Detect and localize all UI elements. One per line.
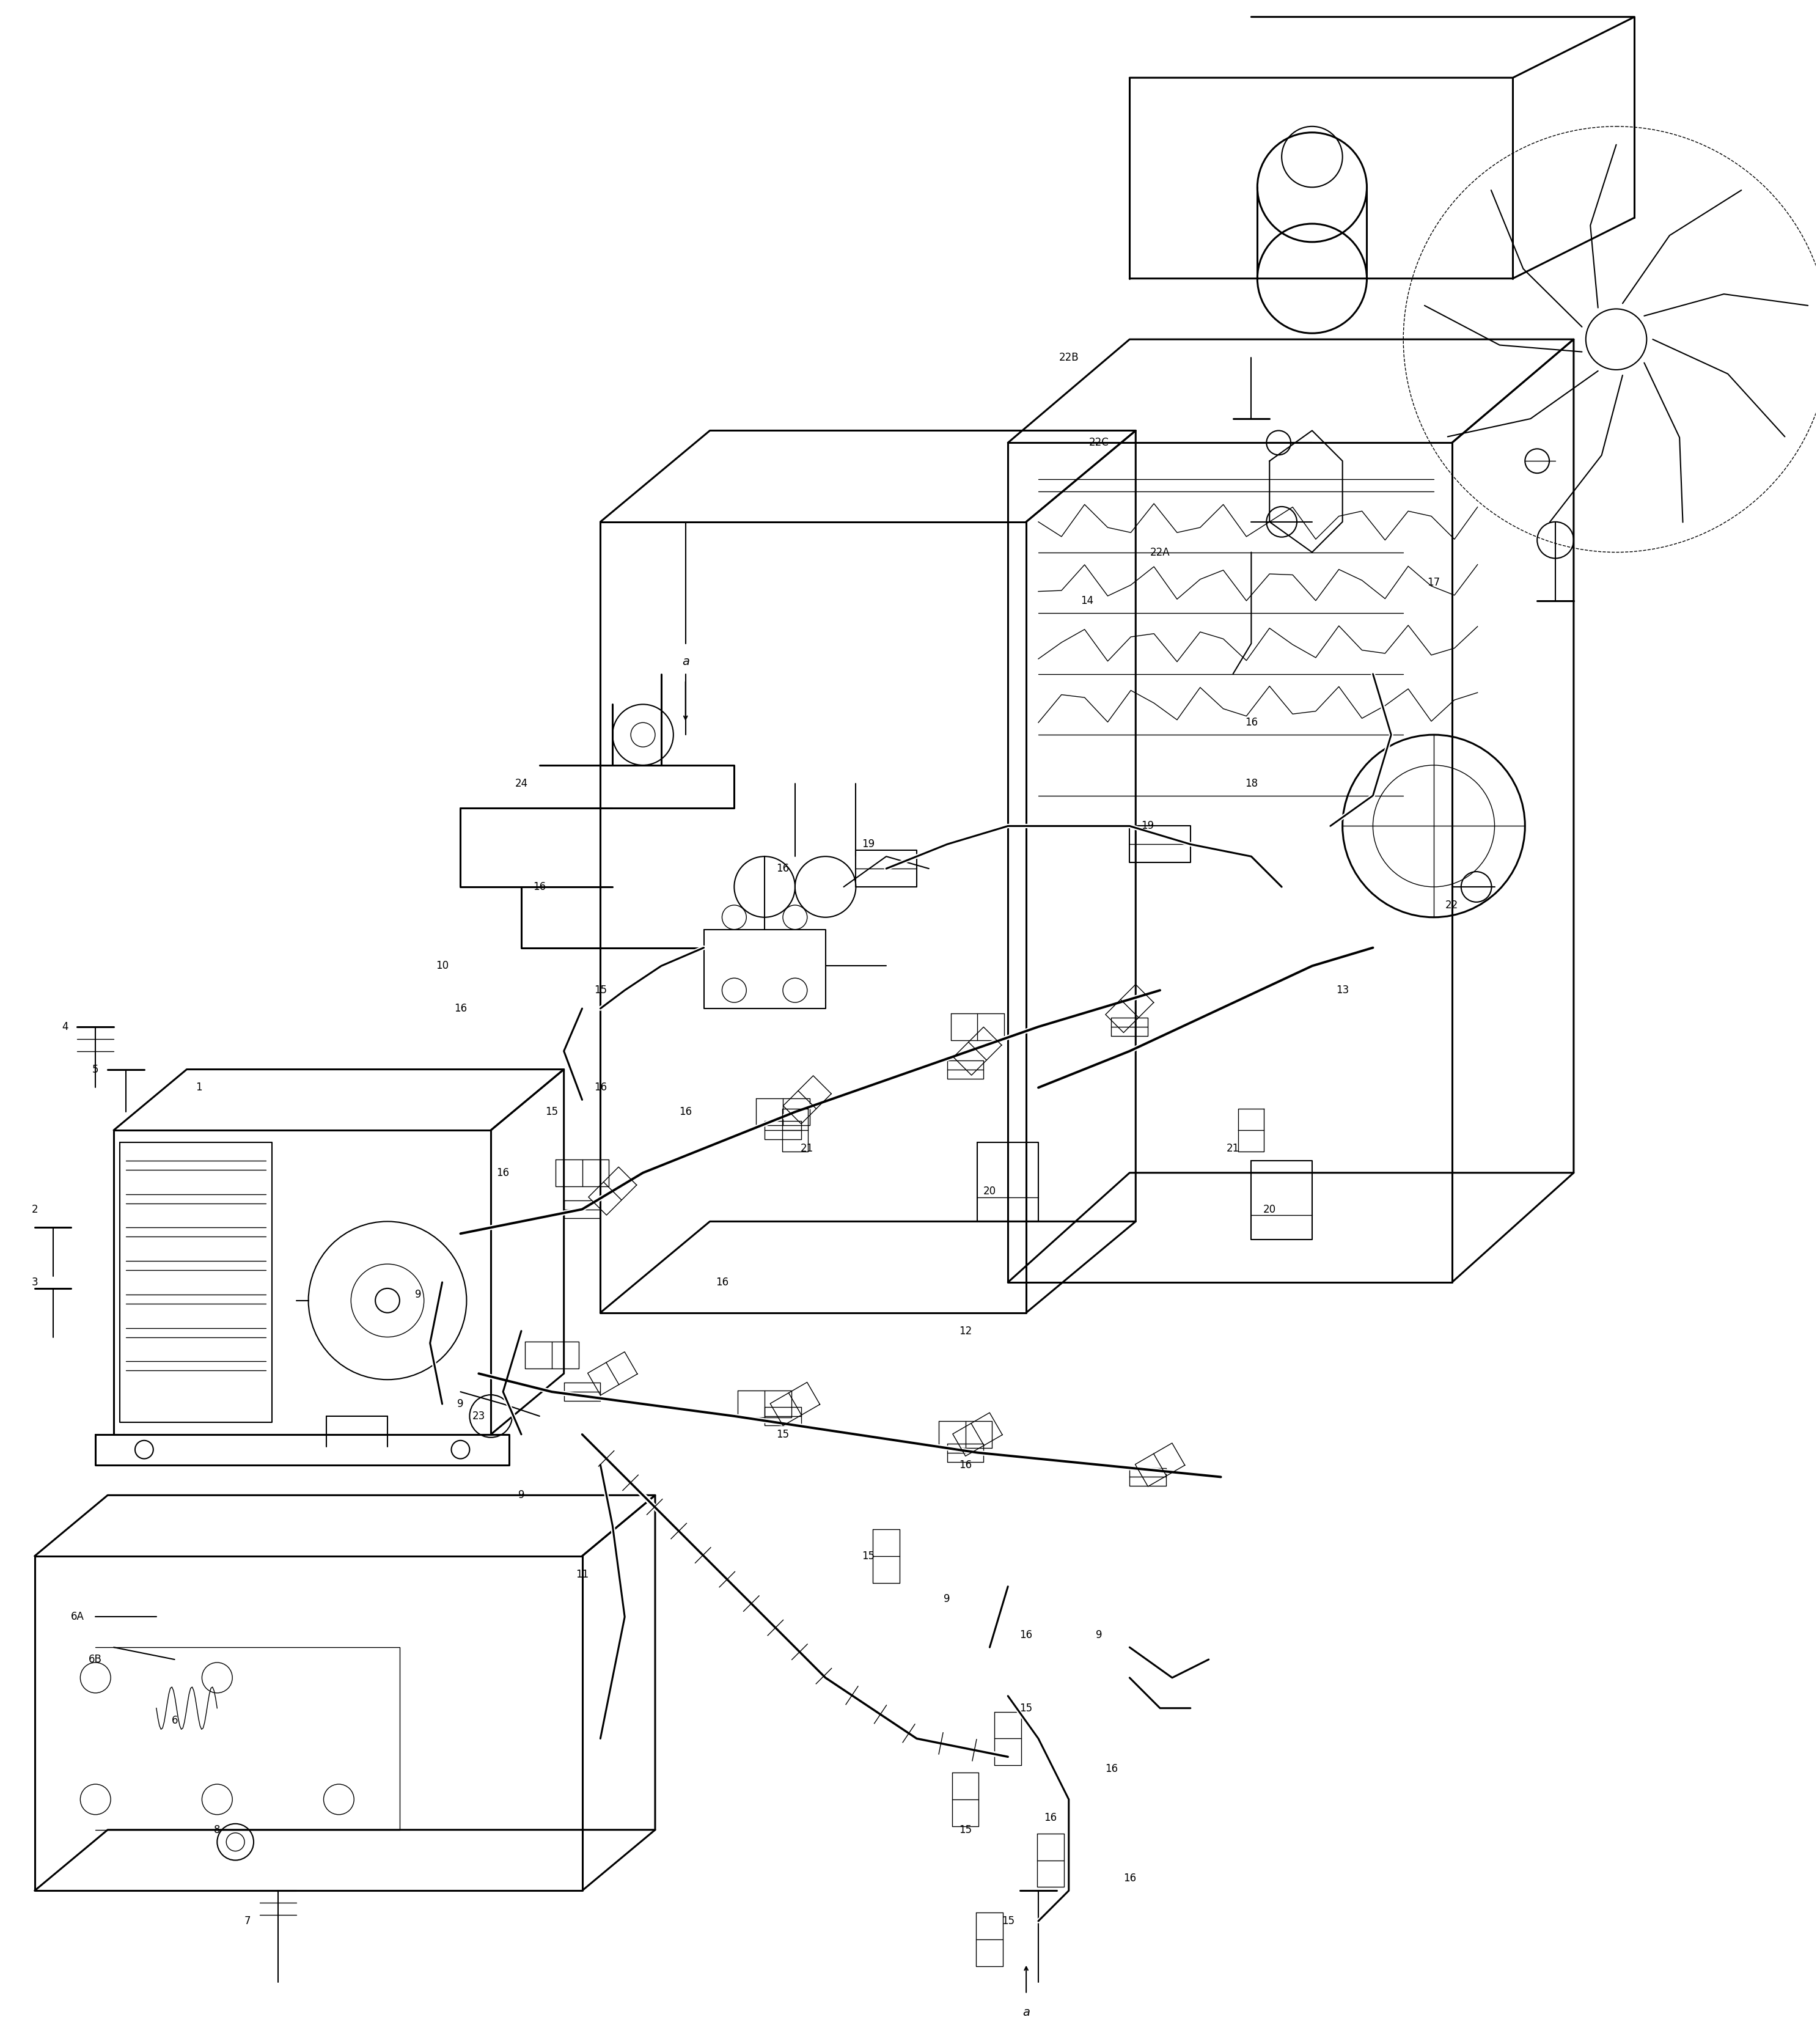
Text: 16: 16 — [715, 1278, 728, 1288]
Text: 16: 16 — [1105, 1764, 1117, 1774]
Text: 15: 15 — [1019, 1704, 1032, 1714]
Text: 22B: 22B — [1059, 353, 1079, 363]
Text: 15: 15 — [861, 1551, 874, 1562]
Text: 16: 16 — [497, 1168, 510, 1178]
Text: 8: 8 — [215, 1825, 220, 1835]
Text: 21: 21 — [801, 1144, 814, 1154]
Text: 9: 9 — [415, 1290, 420, 1300]
Text: 21: 21 — [1227, 1144, 1239, 1154]
Text: 15: 15 — [777, 1430, 790, 1440]
Text: 24: 24 — [515, 779, 528, 789]
Text: 1: 1 — [197, 1083, 202, 1093]
Text: 15: 15 — [593, 986, 606, 996]
Text: 22C: 22C — [1088, 438, 1108, 448]
Text: 5: 5 — [93, 1065, 98, 1075]
Text: 10: 10 — [435, 961, 450, 971]
Text: 16: 16 — [959, 1460, 972, 1470]
Text: 9: 9 — [945, 1594, 950, 1604]
Text: 20: 20 — [983, 1186, 996, 1197]
Text: 12: 12 — [959, 1326, 972, 1336]
Text: 17: 17 — [1427, 578, 1440, 588]
Text: 6: 6 — [171, 1716, 178, 1726]
Text: 14: 14 — [1081, 596, 1094, 606]
Text: 16: 16 — [453, 1004, 468, 1014]
Text: 16: 16 — [1245, 718, 1258, 728]
Text: 2: 2 — [31, 1205, 38, 1215]
Text: 18: 18 — [1245, 779, 1258, 789]
Text: 16: 16 — [1019, 1631, 1032, 1641]
Text: 16: 16 — [679, 1107, 692, 1117]
Text: 9: 9 — [1096, 1631, 1103, 1641]
Text: 23: 23 — [471, 1411, 486, 1422]
Text: 7: 7 — [244, 1916, 251, 1927]
Text: 16: 16 — [1045, 1813, 1057, 1823]
Text: 9: 9 — [519, 1491, 524, 1501]
Text: 4: 4 — [62, 1022, 69, 1032]
Text: a: a — [1023, 2006, 1030, 2018]
Text: 16: 16 — [593, 1083, 606, 1093]
Text: 13: 13 — [1336, 986, 1349, 996]
Text: 11: 11 — [575, 1570, 588, 1580]
Text: 20: 20 — [1263, 1205, 1276, 1215]
Text: 16: 16 — [1123, 1874, 1136, 1884]
Text: 16: 16 — [533, 882, 546, 892]
Text: 19: 19 — [861, 840, 874, 850]
Text: 22: 22 — [1445, 900, 1458, 911]
Text: 15: 15 — [1001, 1916, 1014, 1927]
Text: 3: 3 — [31, 1278, 38, 1288]
Text: a: a — [682, 655, 690, 667]
Text: 15: 15 — [959, 1825, 972, 1835]
Text: 6B: 6B — [89, 1655, 102, 1665]
Text: 6A: 6A — [71, 1612, 84, 1622]
Text: 16: 16 — [777, 864, 790, 874]
Text: 19: 19 — [1141, 821, 1154, 831]
Text: 22A: 22A — [1150, 548, 1170, 558]
Text: 15: 15 — [546, 1107, 559, 1117]
Text: 9: 9 — [457, 1399, 464, 1409]
